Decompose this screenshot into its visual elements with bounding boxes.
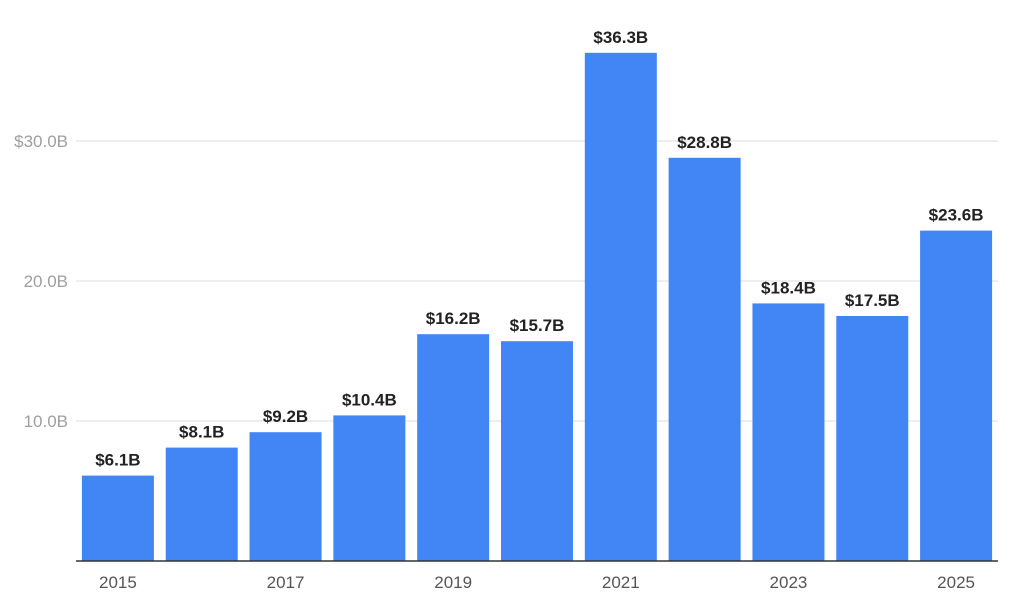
bar [333,415,406,561]
bar [249,432,322,561]
bar [836,316,909,561]
x-axis-ticks: 2015 2017 2019 2021 2023 2025 [99,573,975,592]
bars [81,52,993,562]
y-tick-label: $30.0B [14,132,68,151]
data-label: $36.3B [593,28,648,47]
x-tick-label: 2023 [770,573,808,592]
data-label: $6.1B [95,451,140,470]
data-label: $28.8B [677,133,732,152]
x-tick-label: 2019 [434,573,472,592]
data-label: $23.6B [929,206,984,225]
y-tick-label: 20.0B [24,272,68,291]
bar [668,157,741,562]
bar [81,475,154,561]
x-tick-label: 2021 [602,573,640,592]
bar [501,341,573,561]
data-label: $8.1B [179,423,224,442]
data-label: $17.5B [845,291,900,310]
data-label: $10.4B [342,390,397,409]
x-tick-label: 2017 [267,573,305,592]
x-tick-label: 2025 [937,573,975,592]
y-tick-label: 10.0B [24,412,68,431]
bar [920,230,993,561]
data-label: $9.2B [263,407,308,426]
bar [417,334,490,561]
bar [752,303,825,561]
data-labels: $6.1B $8.1B $9.2B $10.4B $16.2B $15.7B $36.3B $… [95,28,983,470]
bar [165,447,238,561]
data-label: $15.7B [510,316,565,335]
x-tick-label: 2015 [99,573,137,592]
bar [584,52,657,562]
data-label: $18.4B [761,278,816,297]
data-label: $16.2B [426,309,481,328]
y-axis-ticks: 10.0B 20.0B $30.0B [14,132,68,431]
